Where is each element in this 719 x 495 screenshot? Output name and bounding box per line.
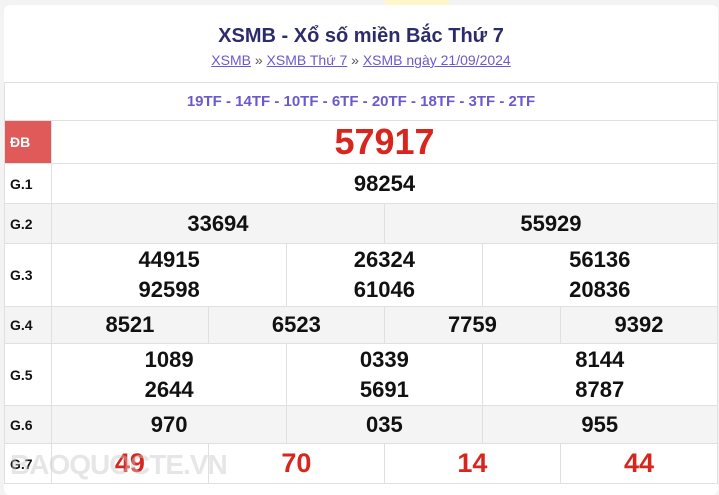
prize-g4-value: 8521 [51,306,209,344]
breadcrumb-xsmb-thu7[interactable]: XSMB Thứ 7 [266,52,348,68]
prize-label-g4: G.4 [4,306,52,344]
prize-g3-cell: 26324 61046 [286,243,483,307]
prize-label-g5: G.5 [4,343,52,406]
result-card: XSMB - Xổ số miền Bắc Thứ 7 XSMB » XSMB … [4,5,719,495]
prize-g5-value: 2644 [144,376,194,402]
prize-g5-value: 5691 [359,376,409,402]
prize-db-value: 57917 [51,120,718,164]
prize-g5-value: 0339 [359,346,409,372]
page-title: XSMB - Xổ số miền Bắc Thứ 7 [218,25,504,47]
codes-row: 19TF - 14TF - 10TF - 6TF - 20TF - 18TF -… [4,82,718,121]
prize-g5-value: 1089 [144,346,194,372]
prize-g3-cell: 56136 20836 [481,243,718,307]
prize-g7-value: 44 [559,443,719,484]
prize-label-db: ĐB [4,120,52,164]
prize-g2-value: 55929 [383,203,719,244]
prize-g5-value: 8144 [575,346,625,372]
prize-g3-cell: 44915 92598 [50,243,288,307]
prize-g5-cell: 0339 5691 [286,343,483,406]
prize-g2-value: 33694 [51,203,385,244]
prize-g4-value: 6523 [207,306,385,344]
prize-g3-value: 20836 [569,277,631,302]
prize-g3-value: 92598 [138,277,200,302]
prize-g4-value: 9392 [559,306,719,344]
prize-g7-value: 14 [383,443,561,484]
prize-g6-value: 955 [481,405,718,444]
prize-g6-value: 970 [50,405,288,444]
prize-g5-cell: 1089 2644 [50,343,288,406]
prize-label-g7: G.7 [4,443,52,484]
prize-g5-cell: 8144 8787 [481,343,718,406]
prize-g6-value: 035 [286,405,483,444]
prize-g1-value: 98254 [51,163,718,204]
prize-g3-value: 26324 [353,247,415,272]
prize-g3-value: 61046 [353,277,415,302]
prize-label-g2: G.2 [4,203,52,244]
prize-g7-value: 70 [207,443,385,484]
prize-g7-value: 49 [51,443,209,484]
breadcrumb-sep: » [254,52,263,68]
prize-g3-value: 56136 [569,247,631,272]
prize-g5-value: 8787 [575,376,625,402]
top-highlight [385,0,449,5]
results-table: 19TF - 14TF - 10TF - 6TF - 20TF - 18TF -… [4,82,719,484]
breadcrumb: XSMB » XSMB Thứ 7 » XSMB ngày 21/09/2024 [4,52,718,68]
prize-label-g6: G.6 [4,405,52,444]
breadcrumb-sep: » [351,52,359,68]
prize-label-g3: G.3 [4,243,52,307]
prize-g3-value: 44915 [138,247,200,272]
prize-g4-value: 7759 [383,306,561,344]
prize-label-g1: G.1 [4,163,52,204]
breadcrumb-xsmb[interactable]: XSMB [211,52,251,68]
breadcrumb-date[interactable]: XSMB ngày 21/09/2024 [362,52,511,68]
